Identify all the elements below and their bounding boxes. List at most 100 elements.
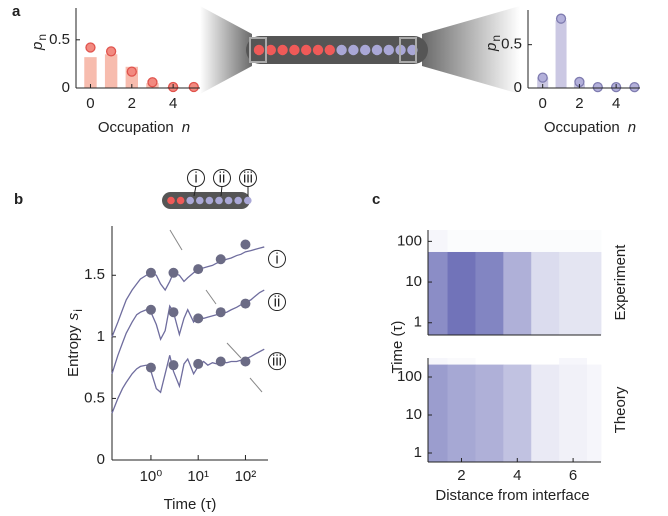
panel-title: Experiment [612,244,629,321]
legend-label: ii [274,294,281,311]
marker [146,305,156,315]
heat-cell [448,365,476,463]
panel-letter: a [12,3,21,20]
x-axis-label-part: Occupation [544,119,620,136]
bar [84,57,96,88]
marker [146,268,156,278]
y-axis-label-part: n [489,35,503,42]
site [384,45,394,55]
guide [206,290,216,304]
panel-title: Theory [612,386,629,433]
x-axis-label-part: n [182,119,190,136]
site [254,45,264,55]
y-tick-label: 0 [62,79,70,96]
y-tick-label: 10 [405,273,422,290]
sites-small [167,197,251,205]
y-tick-label: 100 [397,368,422,385]
guide [250,378,262,392]
marker [557,14,566,23]
heat-cell [475,365,503,463]
chain-label: ii [219,169,226,186]
y-tick-label: 1 [414,444,422,461]
y-axis-label-part: Entropy [65,325,82,377]
site [266,45,276,55]
y-tick-label: 0.5 [501,36,522,53]
legend-label: i [275,250,278,267]
x-tick-label: 2 [575,95,583,112]
chain-label: i [194,169,197,186]
x-axis-label-part: Occupation [98,119,174,136]
marker [538,73,547,82]
marker [86,43,95,52]
heat-cell [503,365,531,463]
y-tick-label: 10 [405,406,422,423]
x-tick-label: 4 [612,95,620,112]
marker [240,299,250,309]
x-axis-label: Occupationn [544,119,636,136]
site [360,45,370,55]
x-axis-label: Occupation n [98,119,190,136]
marker [193,264,203,274]
y-tick-label: 0 [97,451,105,468]
site [313,45,323,55]
panel-title-part: Experiment [612,244,629,321]
marker [168,360,178,370]
heat-cell [587,252,601,335]
heat-cell [475,252,503,335]
y-axis-label: pn [29,34,49,51]
marker [240,239,250,249]
bar [105,54,117,88]
heat-cell [559,365,587,463]
marker [146,363,156,373]
y-axis-label-part: p [483,43,500,52]
y-axis-label-part: n [35,34,49,41]
marker [240,356,250,366]
legend-label: iii [272,353,282,370]
page: 00.5024pnOccupationna00.5024pnOccupation… [0,0,668,516]
y-tick-label: 1 [97,328,105,345]
marker [148,78,157,87]
y-axis-label: Time (τ) [389,321,406,374]
figure: 00.5024pnOccupationna00.5024pnOccupation… [0,0,668,516]
x-axis-label: Distance from interface [435,487,589,504]
chain-label: iii [243,169,253,186]
y-axis-label-part: s [65,312,82,320]
site [215,197,223,205]
site [167,197,175,205]
marker [593,83,602,92]
x-tick-label: 6 [569,467,577,484]
site [225,197,233,205]
y-tick-label: 1.5 [84,266,105,283]
site [277,45,287,55]
y-tick-label: 100 [397,232,422,249]
marker [216,307,226,317]
x-tick-label: 0 [86,95,94,112]
heat-cell [531,252,559,335]
marker [168,268,178,278]
guide [170,230,182,250]
marker [216,356,226,366]
marker [189,83,198,92]
site [336,45,346,55]
heat-cell [448,252,476,335]
x-tick-label: 4 [513,467,521,484]
site [348,45,358,55]
y-axis-label: Entropy si [65,309,85,377]
site [244,197,252,205]
chain-schematic [200,6,520,94]
y-axis-label-part: Time (τ) [389,321,406,374]
site [301,45,311,55]
marker [168,307,178,317]
heat-cell [503,252,531,335]
panel-letter: b [14,191,23,208]
x-tick-label: 2 [128,95,136,112]
site [372,45,382,55]
panel-title-part: Theory [612,386,629,433]
site [325,45,335,55]
guide [227,343,241,358]
marker [193,359,203,369]
y-axis-label-part: i [71,309,85,312]
x-tick-label: 0 [539,95,547,112]
marker [630,83,639,92]
site [177,197,185,205]
